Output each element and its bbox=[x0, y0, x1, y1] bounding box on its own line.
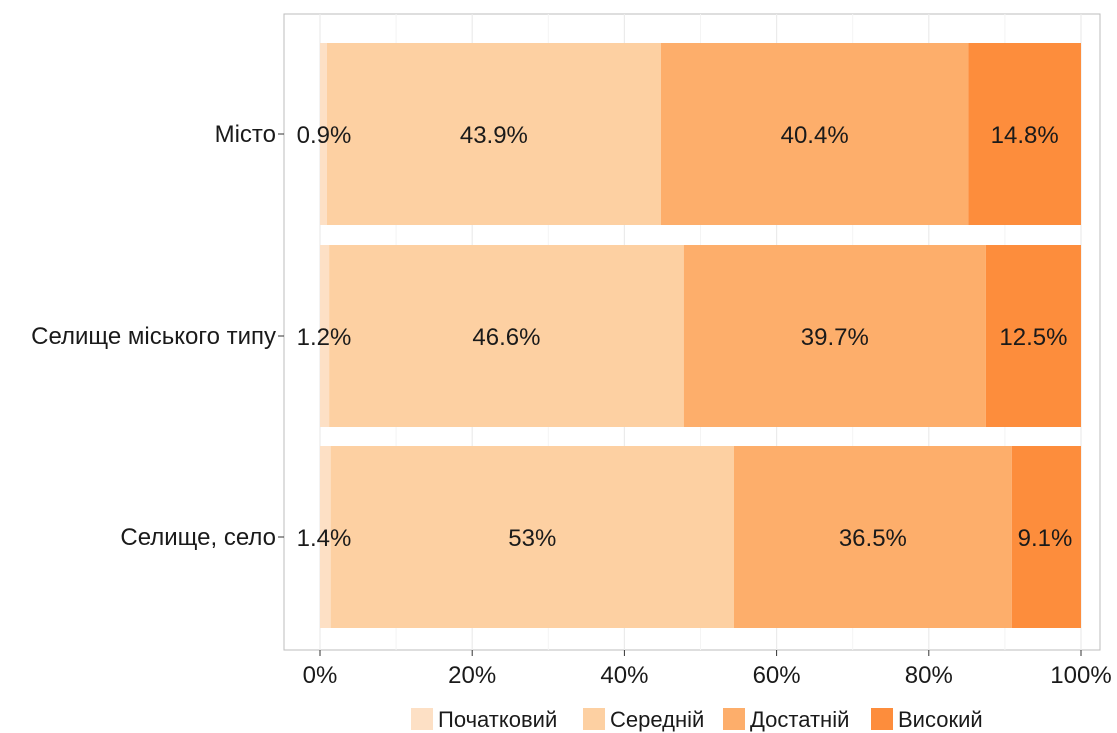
bar-segment bbox=[320, 446, 331, 628]
bar-segment bbox=[660, 43, 969, 225]
bar-segment bbox=[1011, 446, 1081, 628]
data-label: 0.9% bbox=[297, 122, 352, 149]
legend-swatch bbox=[723, 708, 745, 730]
bar-segment bbox=[320, 245, 330, 427]
bar-segment bbox=[733, 446, 1012, 628]
data-label: 36.5% bbox=[839, 525, 907, 552]
bar-segment bbox=[326, 43, 661, 225]
legend-swatch bbox=[583, 708, 605, 730]
bar-segment bbox=[683, 245, 986, 427]
data-label: 1.2% bbox=[297, 324, 352, 351]
data-label: 1.4% bbox=[297, 525, 352, 552]
legend-label: Середній bbox=[610, 707, 704, 732]
data-label: 53% bbox=[508, 525, 556, 552]
x-tick-label: 60% bbox=[753, 662, 801, 689]
x-tick-label: 40% bbox=[600, 662, 648, 689]
legend-swatch bbox=[871, 708, 893, 730]
data-label: 40.4% bbox=[781, 122, 849, 149]
bar-segment bbox=[330, 446, 734, 628]
data-label: 14.8% bbox=[991, 122, 1059, 149]
data-label: 43.9% bbox=[460, 122, 528, 149]
bar-segment bbox=[985, 245, 1081, 427]
x-tick-label: 20% bbox=[448, 662, 496, 689]
category-label: Місто bbox=[215, 121, 276, 148]
legend-label: Достатній bbox=[750, 707, 849, 732]
category-label: Селище міського типу bbox=[31, 323, 276, 350]
data-label: 9.1% bbox=[1018, 525, 1073, 552]
x-tick-label: 100% bbox=[1050, 662, 1111, 689]
legend-label: Високий bbox=[898, 707, 983, 732]
data-label: 39.7% bbox=[801, 324, 869, 351]
legend-swatch bbox=[411, 708, 433, 730]
bar-segment bbox=[329, 245, 684, 427]
bar-segment bbox=[320, 43, 327, 225]
x-tick-label: 80% bbox=[905, 662, 953, 689]
data-label: 12.5% bbox=[999, 324, 1067, 351]
category-label: Селище, село bbox=[120, 524, 276, 551]
legend-label: Початковий bbox=[438, 707, 557, 732]
bar-segment bbox=[968, 43, 1081, 225]
x-tick-label: 0% bbox=[303, 662, 338, 689]
data-label: 46.6% bbox=[472, 324, 540, 351]
